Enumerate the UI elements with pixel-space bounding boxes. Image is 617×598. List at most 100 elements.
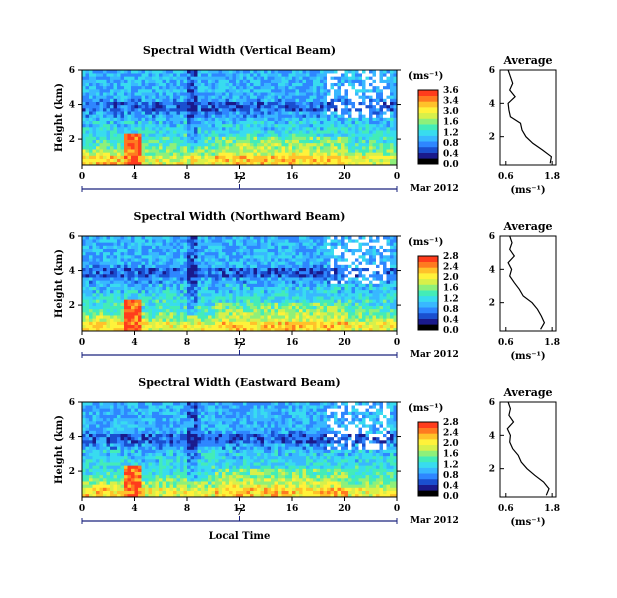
heatmap-cell	[271, 89, 275, 93]
heatmap-cell	[267, 318, 272, 322]
heatmap-cell	[162, 251, 167, 256]
heatmap-cell	[316, 158, 321, 163]
heatmap-cell	[239, 289, 244, 294]
x-tick-label: 20	[338, 172, 351, 182]
heatmap-cell	[197, 255, 202, 259]
heatmap-cell	[246, 302, 251, 306]
heatmap-cell	[113, 327, 118, 332]
heatmap-cell	[222, 149, 226, 153]
heatmap-cell	[162, 299, 167, 303]
heatmap-cell	[131, 104, 135, 109]
heatmap-cell	[376, 111, 380, 115]
heatmap-cell	[162, 104, 167, 109]
colorbar-tick-label: 0.0	[443, 160, 459, 170]
heatmap-cell	[337, 123, 342, 128]
heatmap-cell	[103, 104, 107, 109]
heatmap-cell	[313, 152, 317, 156]
heatmap-cell	[197, 76, 202, 80]
heatmap-cell	[215, 318, 219, 322]
heatmap-cell	[145, 293, 149, 297]
heatmap-cell	[260, 308, 265, 313]
heatmap-cell	[96, 149, 100, 153]
heatmap-cell	[173, 293, 177, 297]
heatmap-cell	[253, 92, 258, 96]
heatmap-cell	[337, 95, 342, 99]
heatmap-cell	[236, 161, 240, 166]
heatmap-cell	[82, 133, 86, 137]
heatmap-cell	[159, 70, 163, 74]
heatmap-cell	[299, 104, 303, 109]
heatmap-cell	[187, 248, 191, 253]
heatmap-cell	[229, 108, 233, 112]
heatmap-cell	[362, 82, 366, 87]
heatmap-cell	[229, 251, 233, 256]
heatmap-cell	[393, 114, 398, 118]
heatmap-cell	[292, 277, 296, 281]
heatmap-cell	[236, 130, 240, 134]
heatmap-cell	[99, 73, 104, 77]
heatmap-cell	[327, 101, 331, 106]
heatmap-cell	[348, 155, 352, 159]
heatmap-cell	[341, 111, 345, 115]
heatmap-cell	[180, 267, 184, 272]
heatmap-cell	[274, 101, 279, 106]
heatmap-cell	[124, 85, 128, 90]
heatmap-cell	[334, 158, 338, 163]
heatmap-cell	[141, 324, 146, 329]
heatmap-cell	[201, 289, 205, 294]
heatmap-cell	[281, 296, 286, 300]
heatmap-cell	[138, 312, 142, 316]
heatmap-cell	[169, 89, 174, 93]
heatmap-cell	[383, 136, 387, 140]
heatmap-cell	[309, 104, 314, 109]
heatmap-cell	[211, 312, 216, 316]
heatmap-cell	[201, 302, 205, 306]
heatmap-cell	[197, 280, 202, 284]
heatmap-cell	[327, 248, 331, 253]
heatmap-cell	[166, 270, 170, 275]
heatmap-cell	[103, 127, 107, 131]
heatmap-cell	[323, 139, 328, 144]
heatmap-cell	[236, 139, 240, 144]
heatmap-cell	[257, 136, 261, 140]
heatmap-cell	[159, 315, 163, 319]
heatmap-cell	[89, 239, 93, 243]
heatmap-cell	[236, 255, 240, 259]
heatmap-cell	[292, 258, 296, 262]
heatmap-cell	[187, 152, 191, 156]
heatmap-cell	[127, 242, 132, 246]
heatmap-cell	[96, 104, 100, 109]
heatmap-cell	[141, 95, 146, 99]
heatmap-cell	[152, 274, 156, 278]
heatmap-cell	[274, 92, 279, 96]
heatmap-cell	[316, 130, 321, 134]
heatmap-cell	[260, 293, 265, 297]
heatmap-cell	[327, 114, 331, 118]
heatmap-cell	[393, 76, 398, 80]
heatmap-cell	[166, 120, 170, 125]
heatmap-cell	[302, 318, 307, 322]
heatmap-cell	[239, 264, 244, 268]
heatmap-cell	[313, 155, 317, 159]
heatmap-cell	[288, 136, 293, 140]
heatmap-cell	[250, 251, 254, 256]
heatmap-cell	[190, 305, 195, 310]
heatmap-cell	[253, 149, 258, 153]
heatmap-cell	[393, 108, 398, 112]
heatmap-cell	[134, 136, 139, 140]
heatmap-cell	[257, 312, 261, 316]
heatmap-cell	[204, 324, 209, 329]
heatmap-cell	[162, 258, 167, 262]
heatmap-cell	[225, 130, 230, 134]
heatmap-cell	[89, 120, 93, 125]
heatmap-cell	[89, 111, 93, 115]
heatmap-cell	[292, 120, 296, 125]
heatmap-cell	[376, 130, 380, 134]
heatmap-cell	[239, 149, 244, 153]
heatmap-cell	[208, 321, 212, 325]
heatmap-cell	[274, 280, 279, 284]
heatmap-cell	[351, 142, 356, 147]
heatmap-cell	[162, 158, 167, 163]
heatmap-cell	[120, 324, 125, 329]
heatmap-cell	[208, 76, 212, 80]
